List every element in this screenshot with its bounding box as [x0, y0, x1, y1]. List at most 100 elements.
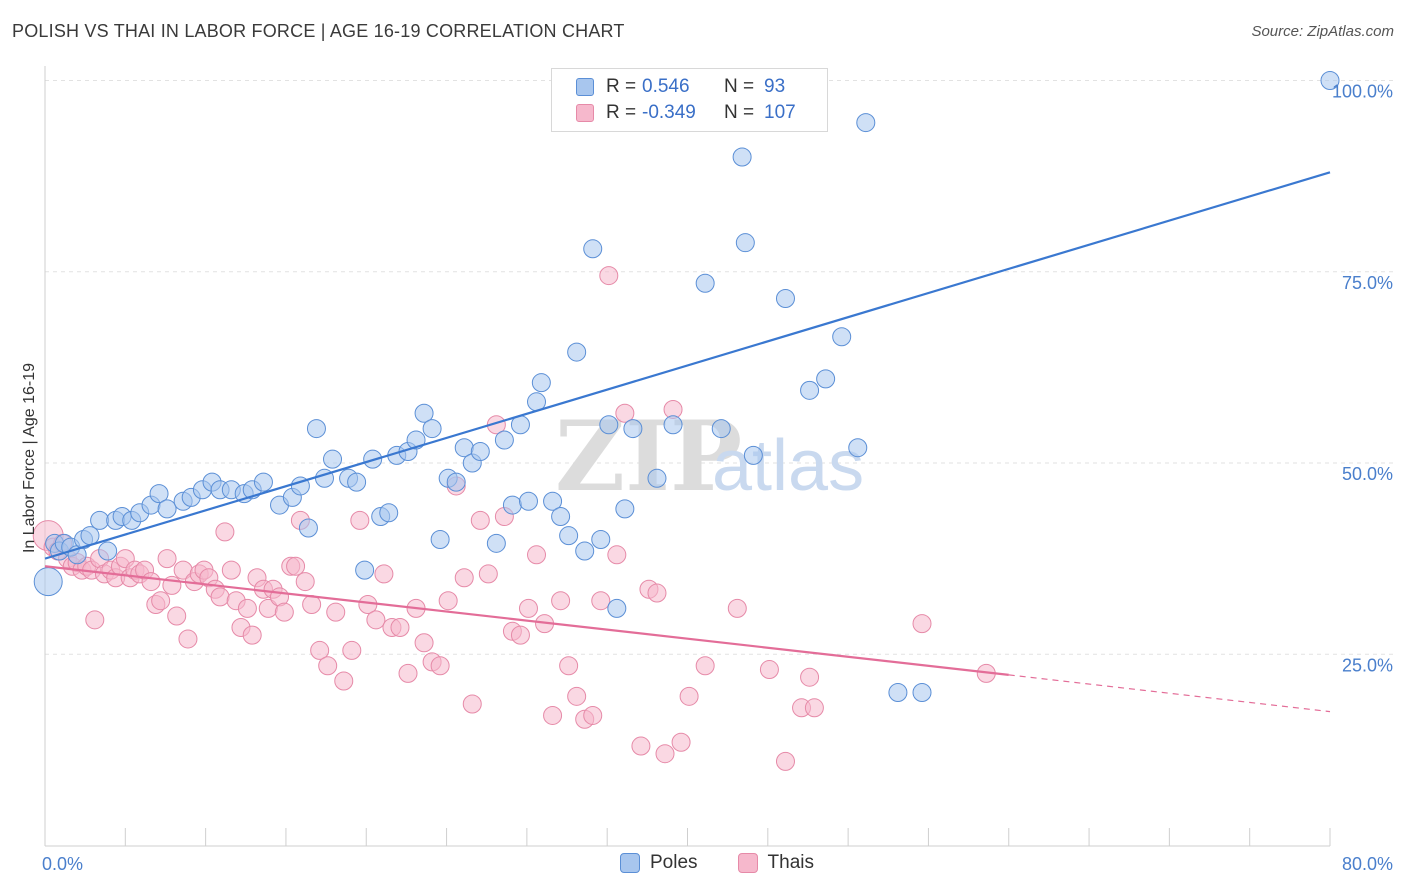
- y-tick-label: 100.0%: [1332, 82, 1393, 102]
- poles-point: [98, 541, 118, 561]
- thais-point: [414, 633, 434, 653]
- y-tick-label: 25.0%: [1342, 655, 1393, 675]
- thais-point: [510, 625, 530, 645]
- poles-point: [422, 419, 442, 439]
- thais-point: [167, 606, 187, 626]
- poles-point: [559, 526, 579, 546]
- poles-point: [1320, 71, 1340, 90]
- poles-point: [298, 518, 318, 538]
- thais-point: [302, 595, 322, 615]
- correlation-legend: R = 0.546 N = 93 R = -0.349 N = 107: [551, 68, 828, 132]
- thais-point: [390, 617, 410, 637]
- thais-legend-icon: [737, 853, 758, 873]
- series-legend: Poles Thais: [620, 852, 854, 874]
- poles-trend-line: [44, 171, 1331, 560]
- poles-swatch-icon: [576, 78, 594, 96]
- legend-item-poles[interactable]: Poles: [620, 852, 698, 874]
- x-tick-label-min: 0.0%: [42, 854, 83, 874]
- poles-point: [912, 683, 932, 702]
- thais-point: [478, 564, 498, 584]
- legend-n-label: N =: [724, 76, 755, 97]
- poles-point: [711, 419, 731, 439]
- thais-point: [157, 549, 177, 569]
- legend-item-thais[interactable]: Thais: [737, 852, 814, 874]
- poles-legend-label: Poles: [650, 852, 698, 873]
- thais-point: [647, 583, 667, 603]
- source-label: Source: ZipAtlas.com: [1251, 23, 1394, 40]
- poles-point: [90, 510, 110, 530]
- thais-point: [242, 625, 262, 645]
- thais-point: [151, 591, 171, 611]
- thais-point: [350, 510, 370, 530]
- thais-point: [326, 602, 346, 622]
- poles-point: [832, 327, 852, 347]
- legend-r-value: 0.546: [642, 76, 690, 97]
- poles-point: [406, 430, 426, 450]
- poles-point: [695, 273, 715, 293]
- legend-r-label: R =: [606, 102, 637, 123]
- thais-point: [470, 510, 490, 530]
- poles-point: [567, 342, 587, 362]
- y-tick-label: 75.0%: [1342, 273, 1393, 293]
- poles-legend-icon: [620, 853, 640, 873]
- thais-point: [671, 732, 691, 752]
- watermark-atlas: atlas: [712, 426, 864, 506]
- thais-point: [398, 663, 418, 683]
- y-tick-label: 50.0%: [1342, 464, 1393, 484]
- thais-point: [221, 560, 241, 580]
- poles-point: [306, 419, 326, 439]
- thais-point: [527, 545, 547, 565]
- grid-lines: [45, 80, 1395, 655]
- thais-point: [800, 667, 820, 687]
- thais-point: [334, 671, 354, 691]
- poles-point: [414, 403, 434, 423]
- poles-point: [591, 530, 611, 549]
- legend-row-poles: R = 0.546 N = 93: [576, 74, 785, 100]
- poles-point: [149, 484, 169, 504]
- thais-point: [462, 694, 482, 714]
- legend-row-thais: R = -0.349 N = 107: [576, 100, 796, 126]
- thais-point: [615, 403, 635, 423]
- poles-point: [502, 495, 522, 515]
- legend-n-label: N =: [724, 102, 755, 123]
- poles-point: [623, 419, 643, 439]
- thais-point: [430, 656, 450, 676]
- thais-point: [518, 598, 538, 618]
- chart-title: POLISH VS THAI IN LABOR FORCE | AGE 16-1…: [12, 21, 625, 41]
- thais-point: [727, 598, 747, 618]
- poles-point: [816, 369, 836, 389]
- thais-point: [374, 564, 394, 584]
- tick-labels: 25.0% 50.0% 75.0% 100.0% 0.0% 80.0%: [42, 82, 1393, 875]
- thais-point: [679, 686, 699, 706]
- thais-point: [178, 629, 198, 649]
- x-tick-label-max: 80.0%: [1342, 854, 1393, 874]
- thais-point: [318, 656, 338, 676]
- thais-point: [274, 602, 294, 622]
- thais-point: [804, 698, 824, 718]
- poles-point: [33, 567, 63, 597]
- thais-point: [551, 591, 571, 611]
- poles-point: [551, 507, 571, 527]
- poles-point: [253, 472, 273, 492]
- thais-point: [583, 705, 603, 725]
- thais-point: [591, 591, 611, 611]
- legend-r-value: -0.349: [642, 102, 696, 123]
- thais-point: [543, 705, 563, 725]
- poles-point: [735, 233, 755, 253]
- thais-point: [454, 568, 474, 588]
- poles-point: [518, 491, 538, 511]
- thais-point: [759, 660, 779, 680]
- thais-trend-extension: [1008, 674, 1331, 713]
- poles-point: [599, 415, 619, 435]
- thais-point: [655, 744, 675, 764]
- thais-swatch-icon: [576, 104, 594, 122]
- poles-point: [486, 533, 506, 553]
- poles-point: [575, 541, 595, 561]
- legend-n-value: 93: [764, 76, 786, 97]
- poles-point: [856, 113, 876, 133]
- poles-point: [347, 472, 367, 492]
- thais-point: [438, 591, 458, 611]
- thais-point: [237, 598, 257, 618]
- poles-points: [33, 71, 1340, 702]
